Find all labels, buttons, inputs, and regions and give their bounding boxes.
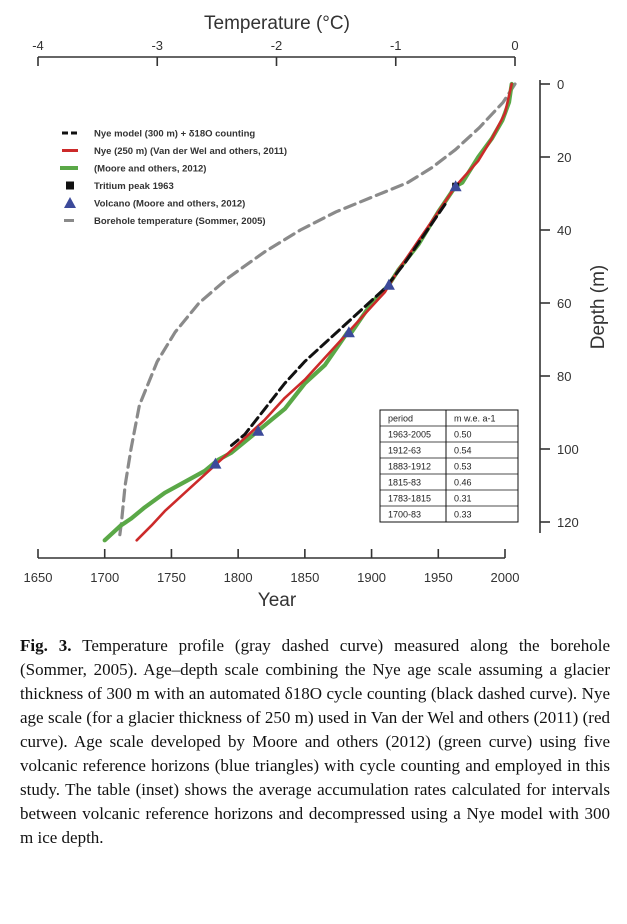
table-cell-period: 1783-1815 — [388, 494, 431, 504]
volcano-marker — [252, 424, 265, 436]
top-axis-tick-label: -3 — [151, 38, 163, 53]
legend-item-nye300: Nye model (300 m) + δ18O counting — [62, 129, 255, 140]
volcano-marker — [209, 457, 222, 469]
bottom-axis-tick-label: 1750 — [157, 570, 186, 585]
markers-layer — [209, 180, 462, 469]
figure-chart: -4 -3 -2 -1 0 Temperature (°C) 1650 1700 1750 180… — [24, 13, 609, 611]
legend-item-moore: (Moore and others, 2012) — [60, 164, 206, 175]
right-axis-tick-label: 40 — [557, 223, 571, 238]
legend-item-borehole: Borehole temperature (Sommer, 2005) — [64, 216, 266, 227]
legend: Nye model (300 m) + δ18O counting Nye (25… — [60, 129, 287, 227]
legend-label: Borehole temperature (Sommer, 2005) — [94, 216, 266, 227]
right-axis-tick-label: 60 — [557, 296, 571, 311]
legend-label: Volcano (Moore and others, 2012) — [94, 199, 245, 210]
legend-label: Tritium peak 1963 — [94, 181, 174, 192]
bottom-axis-title: Year — [258, 590, 297, 611]
caption-text: Temperature profile (gray dashed curve) … — [20, 636, 610, 847]
table-cell-rate: 0.46 — [454, 478, 472, 488]
legend-swatch — [64, 197, 76, 208]
series-nye250-line — [135, 82, 514, 542]
series-layer — [102, 81, 517, 543]
table-cell-rate: 0.53 — [454, 462, 472, 472]
legend-item-volcano: Volcano (Moore and others, 2012) — [64, 197, 245, 210]
series-borehole-line — [117, 82, 517, 542]
legend-label: Nye (250 m) (Van der Wel and others, 201… — [94, 146, 287, 157]
bottom-axis-tick-label: 1800 — [224, 570, 253, 585]
axes-layer: -4 -3 -2 -1 0 Temperature (°C) 1650 1700 1750 180… — [24, 13, 609, 611]
volcano-marker — [449, 180, 462, 192]
table-frame — [379, 409, 519, 523]
bottom-axis-tick-label: 1900 — [357, 570, 386, 585]
volcano-marker — [382, 278, 395, 290]
table-cell-period: 1815-83 — [388, 478, 421, 488]
legend-item-tritium: Tritium peak 1963 — [66, 181, 174, 192]
right-axis-tick-label: 100 — [557, 442, 579, 457]
inset-table: period m w.e. a-1 1963-2005 0.50 1912-63 0.54… — [379, 409, 519, 523]
bottom-axis-tick-label: 1950 — [424, 570, 453, 585]
table-cell-rate: 0.50 — [454, 430, 472, 440]
right-axis-title: Depth (m) — [588, 265, 609, 349]
bottom-axis-tick-label: 1850 — [290, 570, 319, 585]
table-header-period: period — [388, 414, 413, 424]
legend-label: (Moore and others, 2012) — [94, 164, 206, 175]
table-cell-period: 1883-1912 — [388, 462, 431, 472]
figure-caption: Fig. 3. Temperature profile (gray dashed… — [20, 634, 610, 850]
caption-label: Fig. 3. — [20, 636, 72, 655]
table-cell-period: 1700-83 — [388, 510, 421, 520]
right-axis-tick-label: 0 — [557, 77, 564, 92]
table-cell-rate: 0.31 — [454, 494, 472, 504]
top-axis-title: Temperature (°C) — [204, 13, 350, 34]
bottom-axis-tick-label: 1650 — [24, 570, 53, 585]
table-cell-rate: 0.54 — [454, 446, 472, 456]
top-axis-tick-label: -2 — [271, 38, 283, 53]
top-axis-tick-label: 0 — [511, 38, 518, 53]
right-axis-tick-label: 20 — [557, 150, 571, 165]
top-axis-tick-label: -1 — [390, 38, 402, 53]
legend-swatch — [66, 181, 74, 190]
bottom-axis-tick-label: 2000 — [491, 570, 520, 585]
table-cell-period: 1912-63 — [388, 446, 421, 456]
table-header-rate: m w.e. a-1 — [454, 414, 496, 424]
top-axis-tick-label: -4 — [32, 38, 44, 53]
right-axis-tick-label: 120 — [557, 515, 579, 530]
volcano-marker — [342, 326, 355, 338]
series-nye300-line — [230, 202, 447, 447]
legend-item-nye250: Nye (250 m) (Van der Wel and others, 201… — [62, 146, 287, 157]
bottom-axis-tick-label: 1700 — [90, 570, 119, 585]
right-axis-tick-label: 80 — [557, 369, 571, 384]
table-cell-rate: 0.33 — [454, 510, 472, 520]
table-cell-period: 1963-2005 — [388, 430, 431, 440]
legend-label: Nye model (300 m) + δ18O counting — [94, 129, 255, 140]
